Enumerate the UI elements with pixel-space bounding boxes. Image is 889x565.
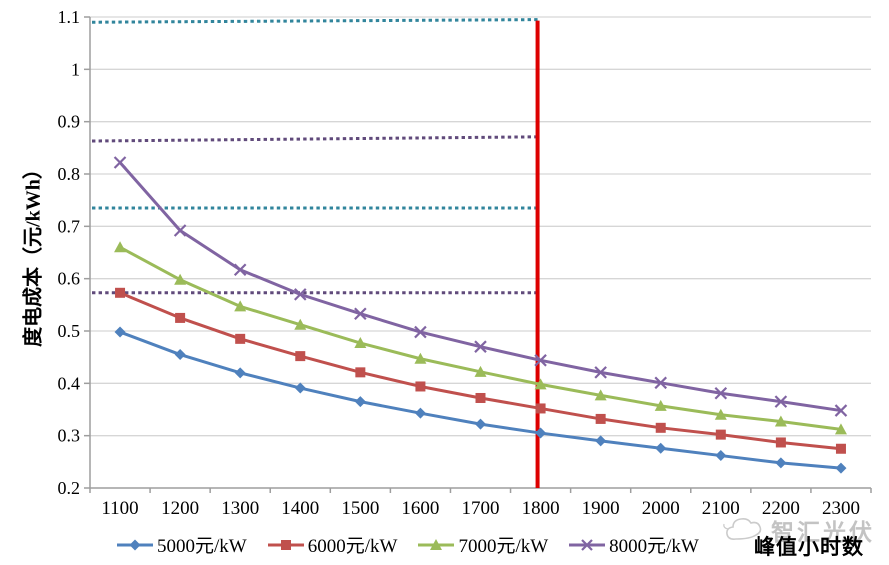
data-point-5000元/kW — [475, 418, 486, 430]
x-tick-label: 1600 — [401, 498, 439, 519]
data-point-6000元/kW — [355, 367, 366, 378]
x-tick-label: 2100 — [702, 498, 740, 519]
data-point-7000元/kW — [234, 300, 247, 312]
data-point-5000元/kW — [234, 367, 246, 379]
data-point-6000元/kW — [115, 287, 126, 298]
data-point-7000元/kW — [594, 389, 607, 401]
legend-item-7000元/kW: 7000元/kW — [417, 531, 548, 558]
x-axis-title: 峰值小时数 — [754, 535, 864, 559]
data-point-7000元/kW — [294, 318, 307, 330]
data-point-7000元/kW — [114, 241, 127, 253]
reference-dotted-line — [91, 18, 538, 24]
y-tick-label: 0.7 — [58, 216, 81, 236]
triangle-marker-icon — [418, 538, 455, 550]
triangle-marker-glyph — [430, 538, 443, 550]
x-tick-label: 2300 — [822, 498, 860, 519]
data-point-8000元/kW — [173, 224, 187, 237]
legend-label: 8000元/kW — [609, 536, 699, 557]
legend-label: 7000元/kW — [458, 536, 549, 557]
x-marker-icon — [569, 538, 606, 551]
y-tick-label: 0.5 — [58, 321, 81, 341]
legend-item-8000元/kW: 8000元/kW — [568, 531, 699, 558]
data-point-8000元/kW — [233, 263, 247, 277]
data-point-6000元/kW — [415, 381, 426, 392]
x-tick-label: 1400 — [281, 498, 319, 519]
data-point-7000元/kW — [354, 337, 367, 349]
data-point-8000元/kW — [834, 404, 848, 417]
y-tick-label: 0.4 — [58, 373, 81, 393]
data-point-5000元/kW — [595, 435, 607, 447]
data-point-6000元/kW — [175, 312, 186, 323]
x-tick-label: 1700 — [462, 498, 500, 519]
reference-dotted-line — [91, 135, 538, 143]
data-point-6000元/kW — [835, 443, 846, 454]
data-point-5000元/kW — [414, 407, 426, 419]
x-tick-label: 1900 — [582, 498, 620, 519]
data-point-6000元/kW — [535, 403, 546, 414]
data-point-6000元/kW — [655, 422, 666, 433]
data-point-7000元/kW — [414, 352, 427, 364]
y-tick-label: 1 — [71, 59, 80, 79]
data-point-8000元/kW — [534, 354, 547, 367]
data-point-5000元/kW — [715, 450, 727, 462]
legend: 5000元/kW 6000元/kW 7000元/kW 8000元/kW — [116, 531, 699, 558]
data-point-8000元/kW — [654, 376, 668, 390]
y-tick-label: 0.3 — [58, 426, 81, 446]
x-tick-label: 1300 — [221, 498, 259, 519]
x-tick-label: 1200 — [161, 498, 199, 519]
data-point-7000元/kW — [774, 415, 787, 427]
data-point-8000元/kW — [293, 288, 307, 301]
x-tick-label: 2200 — [762, 498, 800, 519]
data-point-5000元/kW — [775, 457, 787, 469]
y-tick-label: 0.9 — [58, 112, 81, 132]
data-point-8000元/kW — [594, 366, 607, 379]
data-point-8000元/kW — [474, 340, 487, 353]
y-tick-label: 0.6 — [58, 269, 81, 289]
data-point-5000元/kW — [655, 442, 667, 454]
data-point-5000元/kW — [535, 427, 547, 439]
x-tick-label: 1100 — [101, 498, 138, 519]
data-point-7000元/kW — [174, 273, 187, 285]
data-point-5000元/kW — [294, 382, 306, 394]
y-tick-label: 0.2 — [58, 478, 81, 498]
data-point-7000元/kW — [654, 399, 667, 411]
data-point-6000元/kW — [775, 437, 786, 448]
data-point-5000元/kW — [835, 462, 847, 474]
data-point-8000元/kW — [414, 325, 427, 339]
data-point-6000元/kW — [295, 351, 306, 362]
data-point-5000元/kW — [354, 396, 366, 408]
data-point-8000元/kW — [113, 156, 127, 169]
data-point-7000元/kW — [534, 378, 547, 390]
data-point-5000元/kW — [114, 326, 126, 338]
data-point-6000元/kW — [595, 413, 606, 424]
diamond-marker-glyph — [129, 539, 141, 550]
data-point-8000元/kW — [774, 395, 788, 408]
legend-item-6000元/kW: 6000元/kW — [267, 531, 398, 558]
data-point-6000元/kW — [475, 392, 486, 403]
y-tick-label: 1.1 — [58, 7, 81, 27]
diamond-marker-icon — [117, 539, 153, 550]
data-point-7000元/kW — [834, 423, 847, 435]
data-point-5000元/kW — [174, 349, 186, 361]
data-point-6000元/kW — [715, 429, 726, 440]
x-marker-glyph — [581, 538, 593, 551]
square-marker-icon — [267, 539, 304, 550]
x-tick-label: 1800 — [522, 498, 560, 519]
data-point-7000元/kW — [714, 408, 727, 420]
legend-label: 5000元/kW — [157, 536, 247, 557]
legend-item-5000元/kW: 5000元/kW — [116, 531, 247, 558]
data-point-7000元/kW — [474, 365, 487, 377]
y-tick-label: 0.8 — [58, 164, 81, 184]
data-point-8000元/kW — [714, 386, 728, 400]
square-marker-glyph — [280, 539, 291, 550]
x-tick-label: 1500 — [341, 498, 379, 519]
data-point-6000元/kW — [235, 333, 246, 344]
y-axis-title: 度电成本（元/kWh） — [22, 159, 45, 347]
data-point-8000元/kW — [354, 307, 367, 321]
legend-label: 6000元/kW — [307, 536, 398, 557]
x-tick-label: 2000 — [642, 498, 680, 519]
